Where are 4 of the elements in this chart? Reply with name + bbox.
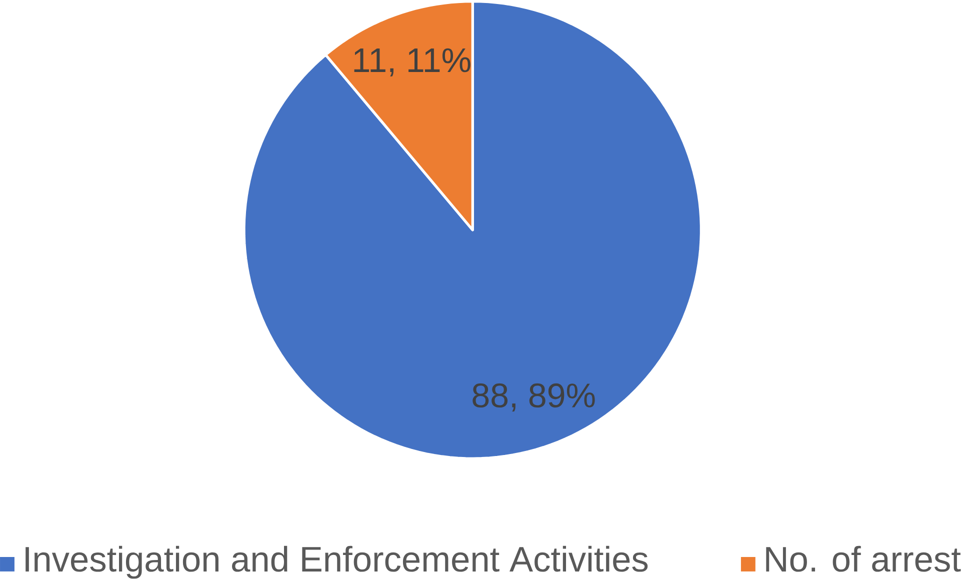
- data-label: 88, 89%: [472, 384, 595, 412]
- data-label: 11, 11%: [354, 48, 470, 76]
- legend-label: Investigation and Enforcement Activities: [26, 546, 648, 579]
- legend-label: No. of arrest: [766, 546, 961, 572]
